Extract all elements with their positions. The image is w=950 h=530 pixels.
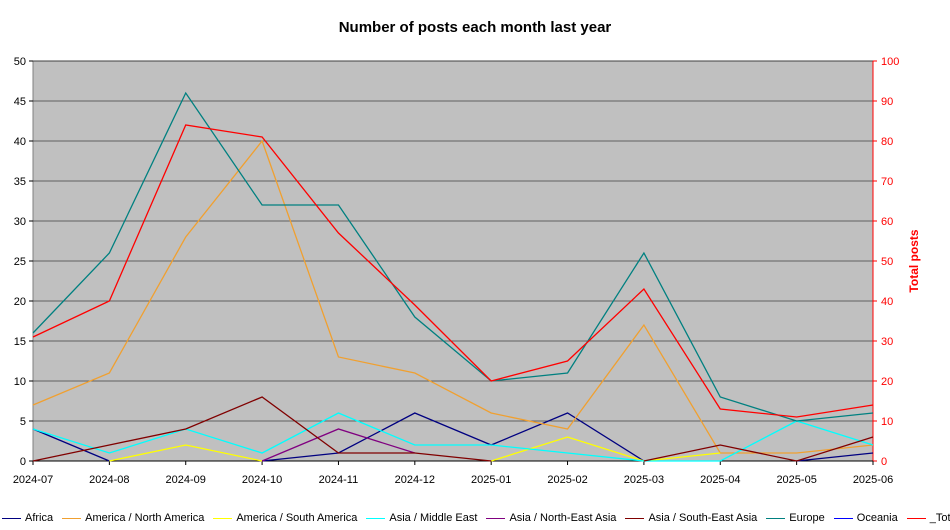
series-line: [32, 412, 874, 462]
right-tick-label: 90: [881, 96, 893, 108]
x-tick-label: 2025-01: [471, 474, 511, 486]
x-tick-label: 2024-12: [395, 474, 435, 486]
series-line: [109, 444, 263, 462]
right-tick-label: 60: [881, 216, 893, 228]
legend-swatch: [486, 517, 506, 519]
legend-item-africa: Africa: [2, 512, 53, 524]
legend-item-america-south-america: America / South America: [213, 512, 357, 524]
series-line: [262, 412, 645, 462]
right-axis-ticks: 0 10 20 30 40 50 60 70 80 90 100: [872, 56, 899, 468]
legend-item-america-north-america: America / North America: [62, 512, 204, 524]
right-axis-label: Total posts: [907, 229, 921, 292]
x-axis-ticks: 2024-07 2024-08 2024-09 2024-10 2024-11 2024-…: [13, 460, 893, 486]
right-tick-label: 50: [881, 256, 893, 268]
legend-label: America / North America: [85, 512, 205, 524]
series-asia-north-east-asia: [261, 428, 416, 462]
x-tick-label: 2024-08: [89, 474, 129, 486]
legend-item-asia-south-east-asia: Asia / South-East Asia: [625, 512, 757, 524]
legend-swatch: [625, 517, 645, 519]
x-tick-label: 2024-10: [242, 474, 282, 486]
right-tick-label: 40: [881, 296, 893, 308]
legend-item-europe: Europe: [766, 512, 825, 524]
x-tick-label: 2025-03: [624, 474, 664, 486]
legend-label: Oceania: [856, 512, 898, 524]
legend-label: Asia / North-East Asia: [509, 512, 617, 524]
legend-swatch: [766, 517, 786, 519]
legend-label: Asia / South-East Asia: [648, 512, 758, 524]
gridlines: [33, 60, 873, 422]
series-america-north-america: [32, 139, 874, 454]
right-tick-label: 100: [881, 56, 899, 68]
chart-title: Number of posts each month last year: [339, 19, 612, 36]
x-tick-label: 2025-02: [547, 474, 587, 486]
left-tick-label: 25: [14, 256, 26, 268]
legend-swatch: [366, 517, 386, 519]
series-line: [32, 139, 874, 454]
chart-legend: Africa America / North America America / S…: [2, 509, 950, 527]
x-tick-label: 2025-04: [700, 474, 740, 486]
series-line: [32, 428, 110, 462]
left-tick-label: 15: [14, 336, 26, 348]
right-tick-label: 80: [881, 136, 893, 148]
legend-item-total: _Total_: [906, 512, 950, 524]
legend-item-oceania: Oceania: [833, 512, 898, 524]
series-lines: [32, 91, 874, 462]
left-tick-label: 10: [14, 376, 26, 388]
legend-swatch: [62, 517, 82, 519]
x-tick-label: 2024-11: [319, 474, 359, 486]
legend-swatch: [833, 517, 853, 519]
series-total: [32, 124, 874, 418]
left-tick-label: 35: [14, 176, 26, 188]
left-axis-ticks: 0 5 10 15 20 25 30 35 40 45 50: [14, 56, 33, 468]
series-line: [643, 436, 874, 462]
legend-swatch: [906, 517, 926, 519]
series-line: [32, 124, 874, 418]
series-line: [32, 91, 874, 422]
series-asia-south-east-asia: [32, 396, 874, 462]
legend-item-asia-north-east-asia: Asia / North-East Asia: [486, 512, 616, 524]
series-africa: [32, 412, 874, 462]
x-tick-label: 2025-06: [853, 474, 893, 486]
right-tick-label: 10: [881, 416, 893, 428]
line-chart: Number of posts each month last year 0 5 1…: [13, 19, 921, 486]
left-tick-label: 20: [14, 296, 26, 308]
left-tick-label: 40: [14, 136, 26, 148]
series-asia-middle-east: [32, 412, 874, 462]
x-tick-label: 2024-09: [166, 474, 206, 486]
legend-label: Asia / Middle East: [389, 512, 478, 524]
x-tick-label: 2024-07: [13, 474, 53, 486]
right-tick-label: 0: [881, 456, 887, 468]
legend-item-asia-middle-east: Asia / Middle East: [366, 512, 477, 524]
legend-label: Europe: [789, 512, 825, 524]
left-tick-label: 50: [14, 56, 26, 68]
right-tick-label: 20: [881, 376, 893, 388]
left-tick-label: 0: [20, 456, 26, 468]
legend-label: America / South America: [236, 512, 358, 524]
legend-label: _Total_: [929, 512, 950, 524]
right-tick-label: 30: [881, 336, 893, 348]
left-tick-label: 45: [14, 96, 26, 108]
legend-label: Africa: [25, 512, 54, 524]
left-tick-label: 30: [14, 216, 26, 228]
legend-swatch: [213, 517, 233, 519]
series-europe: [32, 91, 874, 422]
right-tick-label: 70: [881, 176, 893, 188]
series-line: [261, 428, 416, 462]
x-tick-label: 2025-05: [776, 474, 816, 486]
series-line: [796, 452, 874, 462]
legend-swatch: [2, 517, 21, 519]
left-tick-label: 5: [20, 416, 26, 428]
series-line: [32, 396, 492, 462]
